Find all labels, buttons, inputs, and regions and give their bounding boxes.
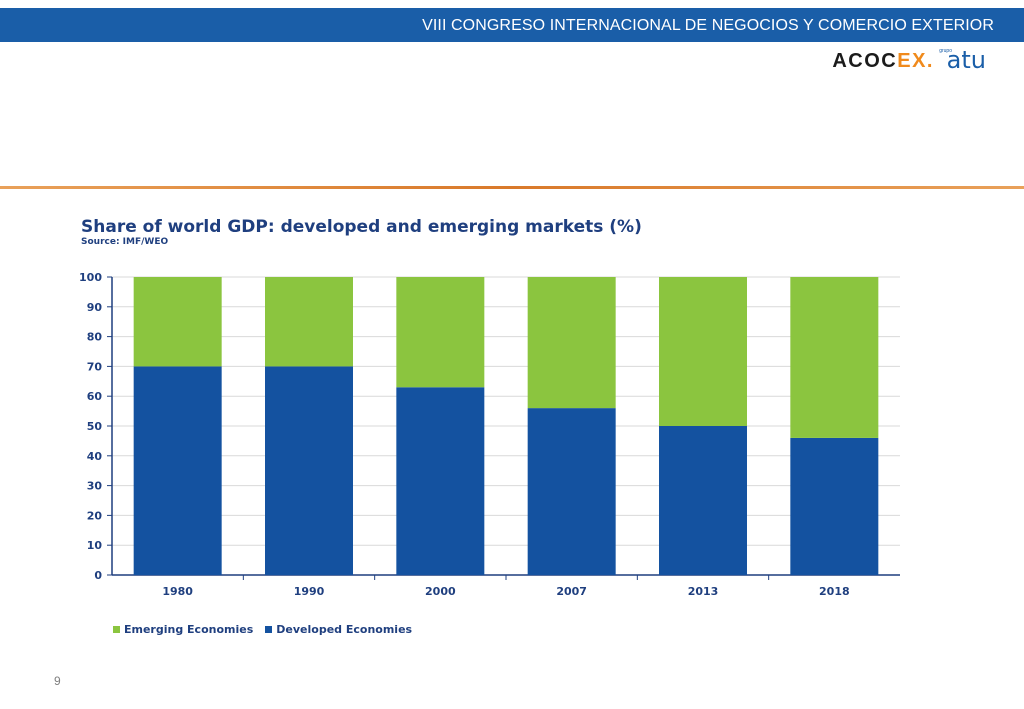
logo-ex-part: EX. <box>897 50 934 72</box>
x-tick-label: 2000 <box>425 585 456 598</box>
header-bar: VIII CONGRESO INTERNACIONAL DE NEGOCIOS … <box>0 8 1024 42</box>
page-number: 9 <box>54 674 61 688</box>
y-tick-label: 20 <box>87 509 103 522</box>
x-tick-label: 2018 <box>819 585 850 598</box>
x-tick-label: 2013 <box>688 585 719 598</box>
legend-swatch <box>113 626 120 633</box>
bar-emerging-economies <box>790 277 879 438</box>
x-tick-label: 2007 <box>556 585 587 598</box>
chart-source: Source: IMF/WEO <box>81 237 169 247</box>
header-divider <box>0 186 1024 189</box>
legend-label: Developed Economies <box>276 623 413 636</box>
header-title: VIII CONGRESO INTERNACIONAL DE NEGOCIOS … <box>422 17 994 34</box>
y-tick-label: 0 <box>94 569 102 582</box>
bar-developed-economies <box>659 426 747 575</box>
bar-developed-economies <box>133 366 222 575</box>
y-tick-label: 100 <box>79 271 102 284</box>
bar-emerging-economies <box>396 277 485 388</box>
logo-grupo-text: grupo <box>939 48 952 54</box>
bar-developed-economies <box>396 387 485 575</box>
bar-emerging-economies <box>659 277 747 426</box>
bar-developed-economies <box>265 366 353 575</box>
bar-developed-economies <box>790 437 879 575</box>
chart-title: Share of world GDP: developed and emergi… <box>81 217 642 237</box>
y-tick-label: 70 <box>87 360 103 373</box>
y-tick-label: 40 <box>87 450 103 463</box>
y-tick-label: 10 <box>87 539 103 552</box>
y-tick-label: 30 <box>87 480 103 493</box>
legend-swatch <box>265 626 273 633</box>
y-tick-label: 90 <box>87 301 103 314</box>
chart-legend: Emerging Economies Developed Economies <box>113 623 412 636</box>
y-tick-label: 50 <box>87 420 103 433</box>
bar-emerging-economies <box>527 277 616 409</box>
legend-item: Developed Economies <box>265 623 412 636</box>
logo-acocex-text: ACOCEX. <box>832 50 934 73</box>
bar-emerging-economies <box>133 277 222 367</box>
y-tick-label: 60 <box>87 390 103 403</box>
logo-acoc-part: ACOC <box>832 50 898 72</box>
logo-atu-text: atu <box>946 46 986 74</box>
legend-item: Emerging Economies <box>113 623 253 636</box>
legend-label: Emerging Economies <box>124 623 254 636</box>
x-tick-label: 1980 <box>162 585 193 598</box>
bar-emerging-economies <box>265 277 353 367</box>
y-tick-label: 80 <box>87 331 103 344</box>
x-tick-label: 1990 <box>294 585 325 598</box>
bar-developed-economies <box>527 408 616 575</box>
